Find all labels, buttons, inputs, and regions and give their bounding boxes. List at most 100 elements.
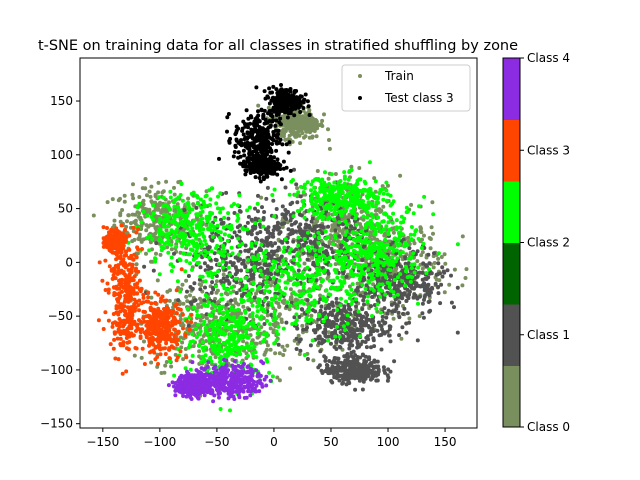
data-point — [375, 277, 380, 282]
data-point — [407, 289, 412, 294]
data-point — [241, 325, 246, 330]
data-point — [211, 287, 216, 292]
data-point — [378, 294, 383, 299]
data-point — [369, 268, 374, 273]
data-point — [416, 301, 420, 306]
chart-title: t-SNE on training data for all classes i… — [38, 38, 518, 54]
data-point — [347, 235, 352, 240]
data-point — [329, 246, 334, 251]
data-point — [357, 320, 362, 325]
data-point — [258, 316, 263, 321]
data-point — [326, 127, 330, 132]
data-point — [318, 268, 323, 273]
data-point — [138, 237, 142, 242]
data-point — [372, 344, 377, 349]
data-point — [367, 160, 372, 165]
data-point — [463, 276, 468, 280]
data-point — [365, 232, 370, 237]
data-point — [190, 353, 195, 358]
data-point — [206, 300, 211, 305]
data-point — [181, 251, 186, 256]
data-point — [264, 196, 269, 201]
data-point — [323, 329, 328, 334]
data-point — [320, 294, 325, 299]
data-point — [411, 211, 416, 216]
data-point — [232, 202, 236, 206]
data-point — [390, 220, 395, 225]
data-point — [184, 259, 189, 263]
data-point — [245, 268, 250, 273]
data-point — [298, 184, 303, 189]
data-point — [357, 277, 362, 282]
data-point — [349, 252, 354, 256]
data-point — [399, 336, 404, 341]
data-point — [265, 318, 269, 323]
data-point — [281, 221, 286, 226]
data-point — [301, 108, 306, 113]
data-point — [460, 234, 465, 239]
data-point — [148, 194, 153, 199]
data-point — [350, 282, 355, 287]
data-point — [398, 272, 403, 277]
data-point — [250, 288, 255, 292]
data-point — [310, 134, 315, 139]
data-point — [318, 308, 323, 313]
data-point — [299, 307, 304, 312]
data-point — [286, 227, 291, 232]
data-point — [277, 225, 282, 230]
data-point — [167, 200, 171, 205]
data-point — [169, 269, 174, 273]
data-point — [398, 225, 403, 230]
data-point — [207, 312, 212, 317]
data-point — [360, 240, 365, 245]
data-point — [155, 278, 160, 283]
data-point — [164, 228, 169, 233]
data-point — [326, 371, 331, 376]
data-point — [332, 268, 337, 272]
data-point — [247, 327, 252, 332]
data-point — [129, 221, 133, 226]
data-point — [210, 271, 215, 276]
data-point — [204, 325, 209, 330]
data-point — [260, 306, 264, 311]
data-point — [197, 343, 202, 348]
data-point — [309, 317, 314, 322]
data-point — [351, 355, 356, 360]
data-point — [183, 269, 188, 274]
data-point — [149, 295, 154, 300]
data-point — [368, 329, 373, 334]
data-point — [164, 234, 169, 239]
data-point — [265, 230, 270, 235]
data-point — [254, 236, 258, 241]
data-point — [197, 282, 202, 287]
data-point — [194, 212, 199, 217]
data-point — [239, 268, 243, 273]
data-point — [321, 298, 326, 303]
data-point — [237, 243, 242, 248]
data-point — [355, 317, 359, 322]
data-point — [387, 281, 392, 286]
data-point — [367, 325, 372, 330]
data-point — [142, 264, 147, 269]
data-point — [268, 347, 273, 352]
data-point — [120, 208, 125, 212]
data-point — [316, 230, 321, 235]
data-point — [365, 299, 370, 304]
data-point — [301, 288, 306, 293]
data-point — [364, 236, 369, 241]
data-point — [392, 244, 397, 249]
data-point — [169, 247, 174, 252]
data-point — [381, 365, 386, 370]
data-point — [228, 290, 233, 295]
data-point — [250, 351, 255, 356]
data-point — [212, 227, 217, 232]
data-point — [345, 265, 350, 269]
data-point — [342, 261, 347, 266]
data-point — [296, 243, 301, 248]
data-point — [339, 281, 344, 286]
data-point — [178, 289, 183, 294]
data-point — [353, 335, 358, 340]
data-point — [340, 274, 345, 279]
data-point — [191, 339, 196, 344]
data-point — [345, 313, 350, 318]
